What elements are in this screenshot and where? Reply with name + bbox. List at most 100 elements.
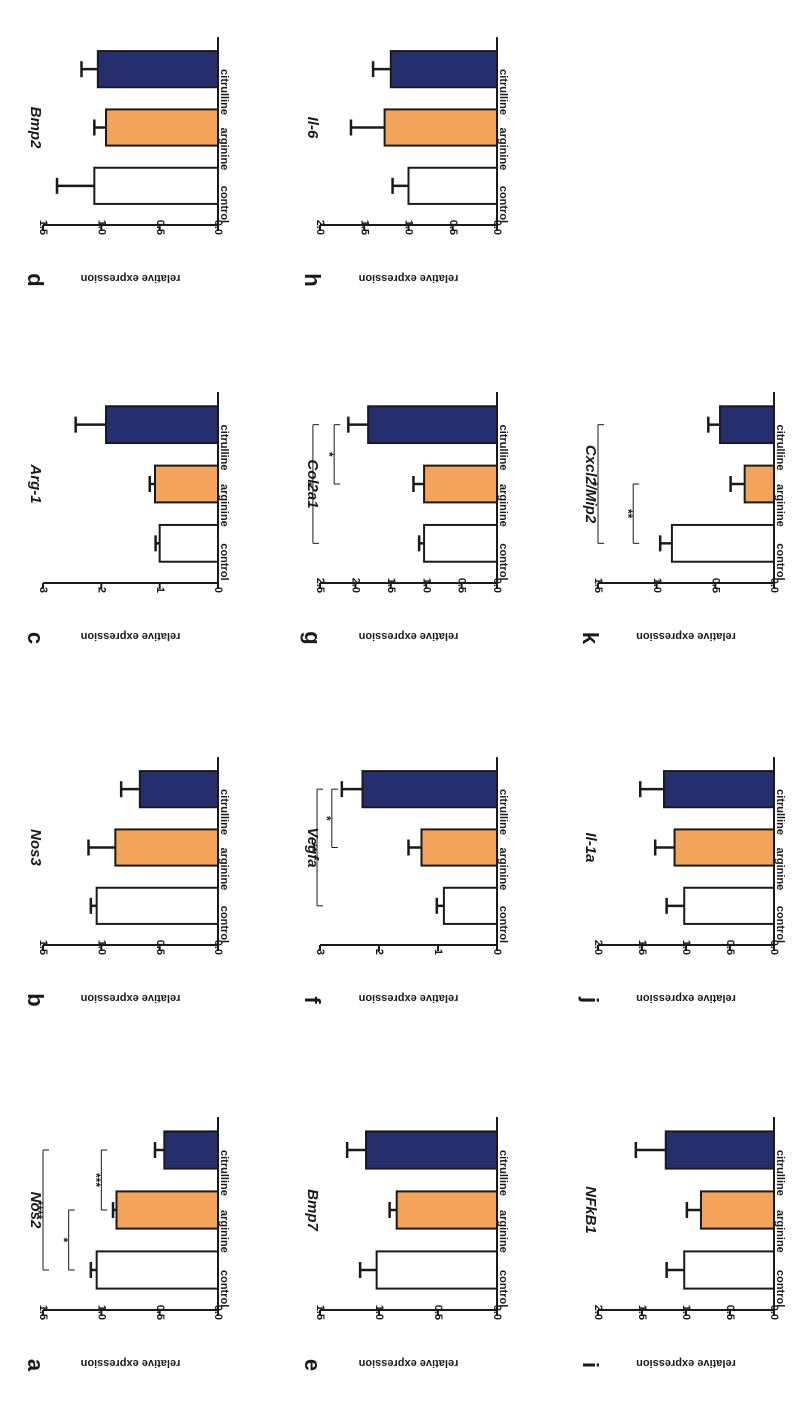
- bar-arginine: [699, 1190, 776, 1230]
- category-label: arginine: [218, 848, 230, 891]
- chart-panel-j: 0.0 0.5 1.0 1.5 2.0 relative expression contro…: [578, 757, 786, 1004]
- tick-label: 0.0: [768, 578, 780, 593]
- bar-citrulline: [163, 1130, 219, 1170]
- tick-label: 0.5: [154, 940, 166, 955]
- tick-label: 0.0: [768, 940, 780, 955]
- bar-control: [442, 886, 498, 925]
- tick-label: 0: [491, 949, 503, 955]
- bar-citrulline: [719, 405, 776, 445]
- y-axis-label: relative expression: [80, 630, 180, 642]
- tick-label: 1.5: [37, 1305, 49, 1320]
- bar-control: [95, 1250, 219, 1290]
- category-label: arginine: [218, 128, 230, 171]
- bar-arginine: [743, 464, 776, 504]
- category-label: arginine: [497, 1210, 509, 1253]
- chart-panel-b: 0.0 0.5 1.0 1.5 relative expression control ar…: [23, 757, 230, 1007]
- chart-panel-c: 0 1 2 3 relative expression control arginine ci…: [23, 392, 230, 644]
- tick-label: 0.5: [709, 578, 721, 593]
- y-axis-label: relative expression: [358, 630, 458, 642]
- tick-label: 1.5: [636, 940, 648, 955]
- category-label: control: [774, 543, 786, 580]
- tick-label: 3: [37, 587, 49, 593]
- category-label: control: [497, 186, 509, 223]
- significance-label: ****: [31, 1201, 45, 1220]
- y-axis-label: relative expression: [358, 272, 458, 284]
- category-label: citrulline: [774, 1150, 786, 1196]
- bar-control: [93, 166, 219, 205]
- y-axis-label: relative expression: [636, 630, 736, 642]
- bar-control: [423, 523, 498, 563]
- tick-label: 0.0: [491, 220, 503, 235]
- bar-control: [375, 1250, 499, 1290]
- tick-label: 0.0: [212, 220, 224, 235]
- significance-label: *: [320, 816, 334, 821]
- panel-letter: g: [300, 631, 325, 644]
- panel-letter: b: [23, 993, 48, 1006]
- y-axis-label: relative expression: [636, 992, 736, 1004]
- chart-title: Col2a1: [304, 459, 321, 508]
- bar-control: [683, 886, 775, 925]
- tick-label: 2.0: [314, 220, 326, 235]
- y-axis-label: relative expression: [636, 1357, 736, 1369]
- tick-label: 2: [373, 949, 385, 955]
- chart-panel-e: 0.0 0.5 1.0 1.5 relative expression control ar…: [300, 1117, 509, 1371]
- category-label: control: [774, 1270, 786, 1307]
- chart-title: NFkB1: [582, 1186, 599, 1234]
- chart-panel-f: 0 1 2 3 relative expression control arginine ci…: [300, 757, 509, 1004]
- tick-label: 0.5: [456, 578, 468, 593]
- tick-label: 2.0: [349, 578, 361, 593]
- category-label: control: [774, 906, 786, 943]
- y-axis-label: relative expression: [80, 272, 180, 284]
- bar-citrulline: [361, 770, 499, 809]
- tick-label: 1.0: [95, 1305, 107, 1320]
- tick-label: 0.5: [154, 1305, 166, 1320]
- bar-citrulline: [138, 770, 219, 809]
- chart-title: Bmp2: [27, 107, 44, 149]
- category-label: control: [218, 906, 230, 943]
- chart-panel-h: 0.0 0.5 1.0 1.5 2.0 relative expression contro…: [300, 37, 509, 287]
- tick-label: 1.0: [403, 220, 415, 235]
- category-label: citrulline: [218, 425, 230, 471]
- panel-letter: c: [23, 632, 48, 644]
- category-label: arginine: [497, 848, 509, 891]
- chart-title: Il-1a: [582, 832, 599, 862]
- tick-label: 1.5: [636, 1305, 648, 1320]
- tick-label: 0.0: [212, 940, 224, 955]
- tick-label: 1: [432, 949, 444, 955]
- chart-panel-i: 0.0 0.5 1.0 1.5 2.0 relative expression contro…: [578, 1117, 786, 1369]
- tick-label: 0.5: [154, 220, 166, 235]
- tick-label: 2: [95, 587, 107, 593]
- tick-label: 0.0: [768, 1305, 780, 1320]
- tick-label: 1.0: [680, 1305, 692, 1320]
- bar-arginine: [114, 828, 219, 867]
- significance-label: **: [621, 509, 635, 519]
- tick-label: 1.5: [592, 578, 604, 593]
- tick-label: 0.5: [724, 1305, 736, 1320]
- significance-label: *: [586, 482, 600, 487]
- category-label: arginine: [497, 128, 509, 171]
- category-label: control: [218, 186, 230, 223]
- category-label: citrulline: [497, 69, 509, 115]
- category-label: arginine: [497, 484, 509, 527]
- tick-label: 1.0: [651, 578, 663, 593]
- bar-citrulline: [365, 1130, 498, 1170]
- bar-control: [407, 166, 498, 205]
- category-label: citrulline: [774, 425, 786, 471]
- chart-title: Arg-1: [27, 463, 44, 503]
- tick-label: 1.5: [358, 220, 370, 235]
- tick-label: 0.5: [432, 1305, 444, 1320]
- tick-label: 1.0: [420, 578, 432, 593]
- chart-panel-d: 0.0 0.5 1.0 1.5 relative expression control ar…: [23, 37, 230, 287]
- tick-label: 1.5: [314, 1305, 326, 1320]
- chart-title: Nos3: [27, 829, 44, 866]
- category-label: citrulline: [218, 1150, 230, 1196]
- tick-label: 1.0: [373, 1305, 385, 1320]
- category-label: citrulline: [774, 789, 786, 835]
- chart-title: Vegfa: [304, 827, 321, 867]
- bar-arginine: [420, 828, 499, 867]
- tick-label: 2.0: [592, 1305, 604, 1320]
- tick-label: 0.5: [447, 220, 459, 235]
- tick-label: 0.0: [491, 1305, 503, 1320]
- bar-citrulline: [389, 50, 498, 89]
